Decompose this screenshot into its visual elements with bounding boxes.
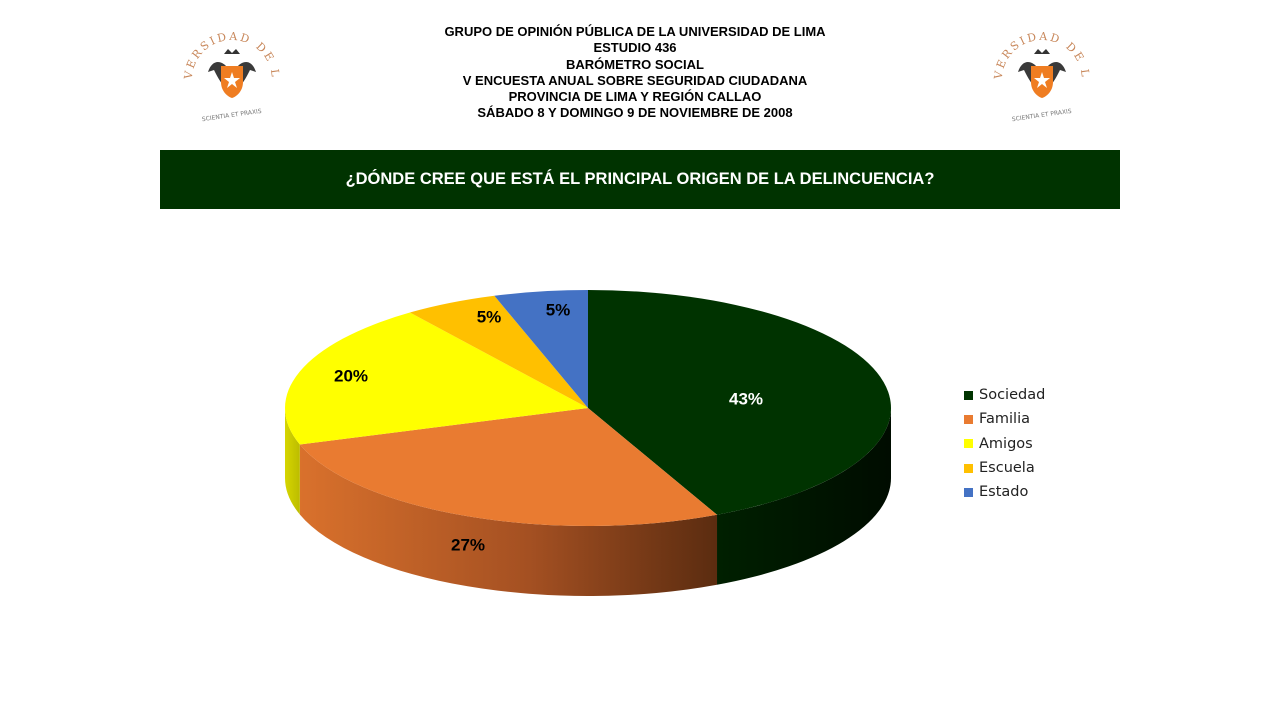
legend-label: Amigos	[979, 435, 1033, 452]
legend-item-escuela: Escuela	[964, 456, 1045, 480]
pie-side-sociedad	[717, 408, 892, 585]
question-banner: ¿DÓNDE CREE QUE ESTÁ EL PRINCIPAL ORIGEN…	[160, 150, 1120, 209]
legend-label: Sociedad	[979, 387, 1046, 404]
report-header: GRUPO DE OPINIÓN PÚBLICA DE LA UNIVERSID…	[385, 24, 885, 122]
pie-slice-sociedad	[588, 290, 892, 515]
legend-item-familia: Familia	[964, 407, 1045, 431]
legend-item-sociedad: Sociedad	[964, 383, 1045, 407]
legend-swatch	[964, 487, 973, 497]
data-label-sociedad: 43%	[729, 389, 763, 408]
pie-slice-estado	[494, 290, 588, 408]
legend-swatch	[964, 463, 973, 473]
legend-swatch	[964, 414, 973, 424]
question-title: ¿DÓNDE CREE QUE ESTÁ EL PRINCIPAL ORIGEN…	[345, 170, 935, 188]
header-line-survey: V ENCUESTA ANUAL SOBRE SEGURIDAD CIUDADA…	[462, 72, 808, 88]
header-line-study: ESTUDIO 436	[593, 40, 677, 56]
header-line-date: SÁBADO 8 Y DOMINGO 9 DE NOVIEMBRE DE 200…	[477, 105, 793, 121]
header-line-organization: GRUPO DE OPINIÓN PÚBLICA DE LA UNIVERSID…	[444, 24, 826, 39]
legend-label: Estado	[979, 484, 1029, 501]
legend-label: Escuela	[979, 460, 1035, 477]
university-crest-icon	[1018, 49, 1066, 98]
pie-slice-familia	[299, 408, 718, 526]
data-label-escuela: 5%	[477, 307, 502, 326]
legend-swatch	[964, 439, 973, 449]
data-label-estado: 5%	[546, 300, 571, 319]
data-label-amigos: 20%	[334, 366, 368, 385]
header-line-barometer: BARÓMETRO SOCIAL	[566, 56, 704, 72]
data-label-familia: 27%	[451, 535, 485, 554]
chart-legend: Sociedad Familia Amigos Escuela Estado	[964, 383, 1045, 504]
pie-side-amigos	[285, 408, 300, 515]
legend-item-estado: Estado	[964, 480, 1045, 504]
pie-slice-escuela	[409, 295, 588, 408]
university-logo-left: UNIVERSIDAD DE LIMA SCIENTIA ET PRAXIS	[180, 16, 280, 123]
pie-slice-amigos	[285, 312, 588, 445]
legend-label: Familia	[979, 411, 1030, 428]
university-logo-right: UNIVERSIDAD DE LIMA SCIENTIA ET PRAXIS	[990, 16, 1090, 123]
university-crest-icon	[208, 49, 256, 98]
pie-side-familia	[299, 444, 718, 596]
legend-item-amigos: Amigos	[964, 432, 1045, 456]
legend-swatch	[964, 390, 973, 400]
header-line-region: PROVINCIA DE LIMA Y REGIÓN CALLAO	[508, 89, 762, 105]
